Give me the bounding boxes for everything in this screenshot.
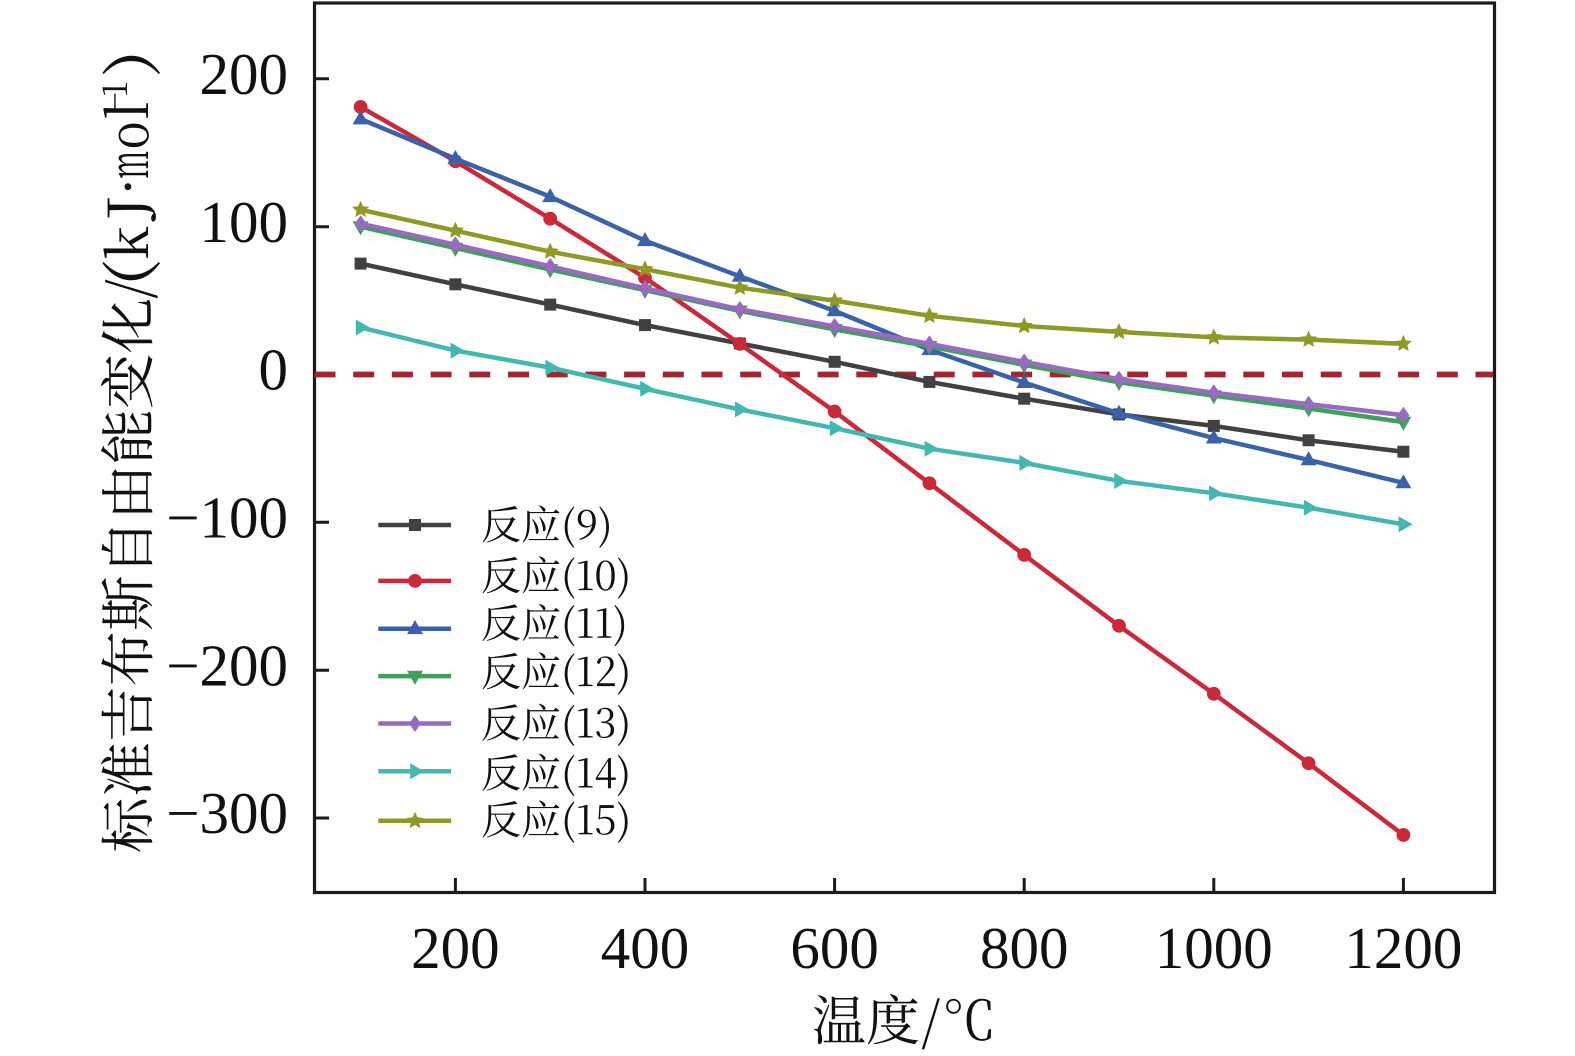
svg-text:800: 800 [980, 915, 1069, 981]
svg-text:200: 200 [200, 41, 289, 107]
svg-text:200: 200 [411, 915, 500, 981]
svg-text:0: 0 [259, 337, 289, 403]
svg-text:100: 100 [200, 189, 289, 255]
svg-text:400: 400 [601, 915, 690, 981]
svg-text:1000: 1000 [1155, 915, 1273, 981]
svg-text:600: 600 [790, 915, 879, 981]
svg-text:−200: −200 [166, 632, 288, 698]
svg-text:−100: −100 [166, 485, 288, 551]
svg-text:−300: −300 [166, 780, 288, 846]
svg-text:1200: 1200 [1344, 915, 1462, 981]
